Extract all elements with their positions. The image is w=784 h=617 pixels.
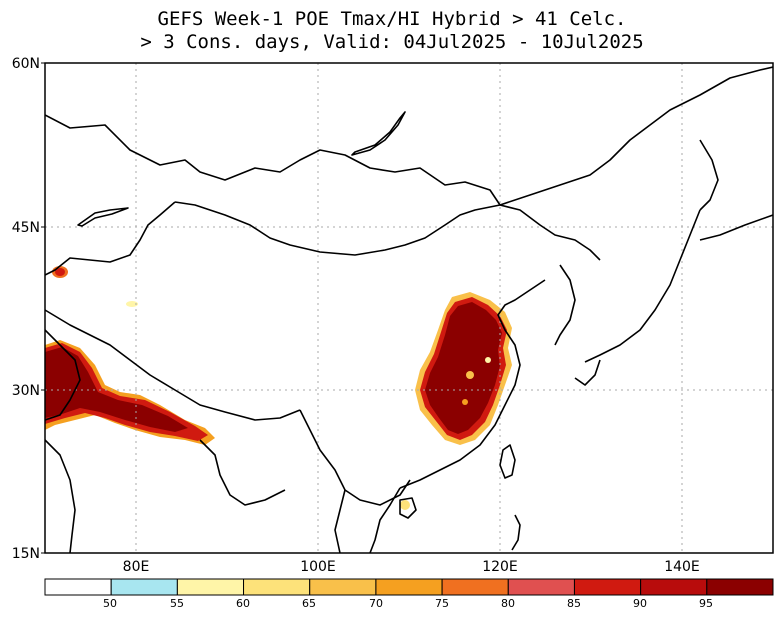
lat-label-45n: 45N — [12, 220, 40, 236]
map-frame — [44, 62, 774, 554]
hot-region-east-china-core — [425, 302, 502, 434]
coast-russia-far-east — [499, 66, 773, 206]
hot-region-gap — [466, 371, 474, 379]
coast-indochina — [334, 489, 346, 553]
lon-label-100e: 100E — [300, 559, 336, 575]
lake-balkhash — [77, 207, 129, 227]
coast-korea — [554, 264, 576, 346]
lon-label-120e: 120E — [482, 559, 518, 575]
colorbar-tick-90: 90 — [633, 597, 647, 610]
coastlines-borders — [45, 66, 773, 553]
coast-pacific-islands — [699, 214, 773, 241]
border-china-korea — [499, 204, 601, 261]
colorbar-tick-60: 60 — [236, 597, 250, 610]
colorbar-tick-85: 85 — [567, 597, 581, 610]
hot-region-gap — [485, 357, 491, 363]
colorbar-tick-80: 80 — [501, 597, 515, 610]
latitude-labels: 60N 45N 30N 15N — [12, 56, 45, 562]
colorbar-swatch — [309, 578, 377, 596]
probability-shading — [45, 266, 512, 510]
colorbar-swatch — [176, 578, 245, 596]
lat-label-30n: 30N — [12, 383, 40, 399]
colorbar-swatch — [640, 578, 708, 596]
colorbar-tick-70: 70 — [369, 597, 383, 610]
border-india-pakistan — [45, 329, 81, 421]
colorbar-swatch — [375, 578, 443, 596]
map-panel — [45, 63, 773, 553]
colorbar-tick-75: 75 — [435, 597, 449, 610]
title-line-2: > 3 Cons. days, Valid: 04Jul2025 - 10Jul… — [140, 31, 644, 53]
colorbar-tick-95: 95 — [699, 597, 713, 610]
coast-hainan — [399, 497, 417, 519]
coast-kyushu — [574, 359, 601, 386]
lake-baikal — [351, 111, 406, 156]
colorbar-swatch — [706, 578, 774, 596]
colorbar: 50 55 60 65 70 75 80 85 90 95 — [44, 578, 774, 610]
colorbar-swatch — [243, 578, 311, 596]
coast-japan-hokkaido — [699, 139, 719, 211]
title-line-1: GEFS Week-1 POE Tmax/HI Hybrid > 41 Celc… — [157, 8, 627, 30]
hot-region-western-spot-core — [55, 268, 65, 276]
coast-india — [45, 439, 76, 553]
colorbar-swatch — [44, 578, 112, 596]
colorbar-tick-50: 50 — [103, 597, 117, 610]
coast-vietnam — [369, 487, 401, 553]
colorbar-tick-65: 65 — [302, 597, 316, 610]
coast-bay-of-bengal — [199, 439, 286, 506]
colorbar-swatch — [441, 578, 509, 596]
hot-region-small-spot — [126, 301, 138, 307]
hot-region-gap — [462, 399, 468, 405]
lat-label-60n: 60N — [12, 56, 40, 72]
border-russia-kazakhstan — [45, 114, 501, 256]
colorbar-swatch — [573, 578, 642, 596]
gridlines — [45, 63, 773, 553]
lon-label-80e: 80E — [123, 559, 150, 575]
colorbar-swatch — [507, 578, 575, 596]
hot-region-hainan — [400, 500, 410, 510]
border-mongolia — [45, 201, 176, 276]
colorbar-tick-55: 55 — [170, 597, 184, 610]
lon-label-140e: 140E — [664, 559, 700, 575]
coast-china-east — [399, 279, 546, 489]
colorbar-swatch — [110, 578, 178, 596]
coast-philippines — [511, 514, 521, 551]
hot-region-north-india-peak — [45, 347, 188, 432]
coast-taiwan — [499, 444, 516, 479]
longitude-labels: 80E 100E 120E 140E — [123, 559, 700, 575]
lat-label-15n: 15N — [12, 546, 40, 562]
coast-japan-honshu — [584, 209, 701, 363]
border-himalaya — [45, 309, 301, 421]
